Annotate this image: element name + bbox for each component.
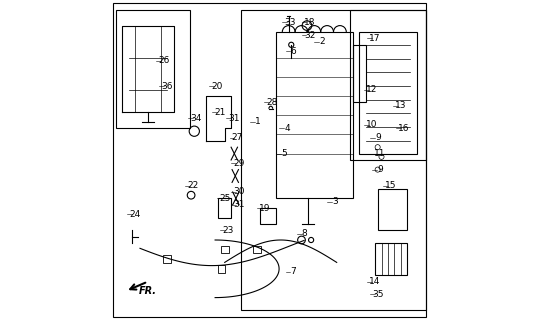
Text: 10: 10 xyxy=(366,120,378,129)
Text: 9: 9 xyxy=(376,133,381,142)
Bar xyxy=(260,208,276,224)
Text: 35: 35 xyxy=(372,290,384,299)
Text: 18: 18 xyxy=(304,18,315,27)
Bar xyxy=(221,246,229,253)
Text: 21: 21 xyxy=(214,108,226,116)
Text: FR.: FR. xyxy=(139,286,156,296)
Bar xyxy=(276,32,353,198)
Text: 16: 16 xyxy=(398,124,410,132)
Text: 33: 33 xyxy=(285,18,296,27)
Bar xyxy=(375,243,407,275)
Text: 31: 31 xyxy=(233,200,245,209)
Text: 9: 9 xyxy=(377,165,383,174)
Text: 13: 13 xyxy=(395,101,406,110)
Bar xyxy=(163,255,171,263)
Bar xyxy=(218,265,225,273)
Text: 31: 31 xyxy=(229,114,240,123)
Text: 26: 26 xyxy=(158,56,170,65)
Text: 29: 29 xyxy=(233,159,245,168)
Text: 36: 36 xyxy=(161,82,173,91)
Bar xyxy=(353,45,365,102)
Text: 11: 11 xyxy=(374,149,385,158)
Text: 14: 14 xyxy=(369,277,381,286)
Text: 19: 19 xyxy=(259,204,271,212)
Bar xyxy=(378,189,407,230)
Text: 22: 22 xyxy=(187,181,198,190)
Text: 3: 3 xyxy=(332,197,338,206)
Text: 4: 4 xyxy=(284,124,290,132)
Text: 1: 1 xyxy=(255,117,261,126)
Text: 15: 15 xyxy=(385,181,397,190)
Text: 17: 17 xyxy=(369,34,381,43)
Text: 12: 12 xyxy=(366,85,378,94)
Text: 23: 23 xyxy=(222,226,233,235)
Text: 28: 28 xyxy=(266,98,278,107)
Text: 7: 7 xyxy=(291,268,296,276)
Bar xyxy=(253,246,260,253)
Text: 2: 2 xyxy=(320,37,325,46)
Text: 20: 20 xyxy=(211,82,223,91)
Text: 8: 8 xyxy=(302,229,308,238)
Text: 5: 5 xyxy=(281,149,287,158)
Bar xyxy=(359,32,417,154)
Text: 30: 30 xyxy=(233,188,245,196)
Text: 27: 27 xyxy=(232,133,243,142)
Bar xyxy=(218,198,231,218)
Text: 24: 24 xyxy=(129,210,141,219)
Text: 32: 32 xyxy=(304,31,315,40)
Text: 34: 34 xyxy=(190,114,202,123)
Text: 6: 6 xyxy=(291,47,296,56)
Text: 25: 25 xyxy=(219,194,230,203)
